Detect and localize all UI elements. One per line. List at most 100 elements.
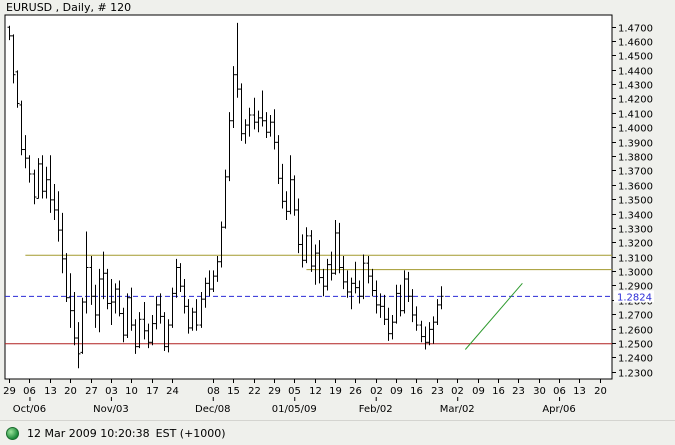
x-tick-label: 23 — [431, 386, 444, 397]
y-tick-label: 1.3000 — [618, 268, 653, 279]
ohlc-bar — [243, 119, 248, 144]
ohlc-bar — [353, 261, 358, 294]
x-tick-label: 13 — [573, 386, 586, 397]
ohlc-bar — [166, 319, 171, 353]
ohlc-bar — [252, 97, 257, 130]
ohlc-bar — [15, 70, 20, 108]
ohlc-bar — [19, 100, 24, 156]
ohlc-bar — [154, 296, 159, 330]
x-tick-label: 08 — [207, 386, 220, 397]
month-label: Feb/02 — [359, 404, 393, 415]
y-tick-label: 1.4100 — [618, 110, 653, 121]
month-label: Dec/08 — [195, 404, 230, 415]
ohlc-bar — [137, 312, 142, 349]
y-tick-label: 1.3700 — [618, 167, 653, 178]
ohlc-bar — [203, 277, 208, 308]
ohlc-bar — [325, 258, 330, 291]
x-axis-months: Oct/06 Nov/03 Dec/08 01/05/09 Feb/02 Mar/02 Ap… — [13, 397, 576, 415]
ohlc-bar — [300, 234, 305, 268]
ohlc-bar — [219, 221, 224, 268]
x-tick-label: 02 — [451, 386, 464, 397]
x-tick-label: 09 — [472, 386, 485, 397]
ohlc-bar — [44, 166, 49, 199]
ohlc-bar — [284, 191, 289, 221]
ohlc-bar — [370, 268, 375, 297]
y-tick-label: 1.3300 — [618, 225, 653, 236]
ohlc-bar — [439, 286, 444, 310]
ohlc-bar — [223, 169, 228, 229]
ohlc-bar — [56, 191, 61, 242]
ohlc-bar — [68, 273, 73, 328]
x-tick-label: 20 — [64, 386, 77, 397]
y-tick-label: 1.3900 — [618, 139, 653, 150]
ohlc-bar — [117, 280, 122, 317]
ohlc-bar — [113, 283, 118, 314]
y-tick-label: 1.2300 — [618, 369, 653, 380]
y-tick-label: 1.3100 — [618, 254, 653, 265]
x-tick-label: 29 — [268, 386, 281, 397]
x-tick-label: 13 — [44, 386, 57, 397]
status-timezone: EST (+1000) — [155, 426, 226, 440]
ohlc-bar — [276, 135, 281, 185]
ohlc-bar — [402, 270, 407, 314]
x-tick-label: 26 — [349, 386, 362, 397]
ohlc-bar — [7, 25, 12, 41]
ohlc-bar — [427, 322, 432, 346]
ohlc-bar — [150, 314, 155, 346]
ohlc-bar — [125, 293, 130, 338]
x-tick-label: 29 — [3, 386, 16, 397]
x-tick-label: 19 — [329, 386, 342, 397]
ohlc-bar — [345, 270, 350, 298]
ohlc-bar — [64, 253, 69, 303]
y-tick-label: 1.2500 — [618, 340, 653, 351]
ohlc-bar — [357, 280, 362, 304]
month-label: Oct/06 — [13, 404, 46, 415]
y-tick-label: 1.3400 — [618, 211, 653, 222]
ohlc-bar — [84, 231, 89, 314]
x-tick-label: 17 — [146, 386, 159, 397]
ohlc-bar — [186, 299, 191, 334]
ohlc-bar — [337, 222, 342, 274]
ohlc-bar — [435, 299, 440, 326]
connection-status-icon — [6, 426, 19, 440]
ohlc-bar — [101, 251, 106, 300]
x-tick-label: 06 — [553, 386, 566, 397]
ohlc-bar — [190, 307, 195, 331]
plot-area — [4, 14, 613, 380]
y-tick-label: 1.2600 — [618, 326, 653, 337]
ohlc-bar — [382, 294, 387, 326]
ohlc-bar — [264, 112, 269, 139]
ohlc-bar — [304, 227, 309, 264]
ohlc-bar — [207, 270, 212, 297]
ohlc-bar — [158, 293, 163, 324]
ohlc-bar — [93, 284, 98, 328]
ohlc-bar — [23, 135, 28, 169]
x-tick-label: 02 — [370, 386, 383, 397]
ohlc-bar — [268, 114, 273, 137]
y-tick-label: 1.4200 — [618, 95, 653, 106]
y-tick-label: 1.2900 — [618, 282, 653, 293]
month-label: Nov/03 — [93, 404, 129, 415]
ohlc-bar — [309, 230, 314, 272]
ohlc-bar — [40, 155, 45, 199]
ohlc-bar — [142, 302, 147, 340]
ohlc-bar — [146, 323, 151, 349]
ohlc-bar — [170, 287, 175, 328]
ohlc-bar — [366, 255, 371, 284]
y-tick-label: 1.4600 — [618, 38, 653, 49]
y-tick-label: 1.4700 — [618, 24, 653, 35]
ohlc-bar — [76, 322, 81, 369]
ohlc-bar — [52, 184, 57, 221]
ohlc-bar — [60, 212, 65, 274]
y-tick-label: 1.2400 — [618, 354, 653, 365]
x-tick-label: 05 — [288, 386, 301, 397]
price-chart: EURUSD , Daily, # 120 1.2300 1.2400 1.2500… — [3, 1, 654, 415]
y-tick-label: 1.3500 — [618, 196, 653, 207]
ohlc-bar — [211, 270, 216, 292]
ohlc-bar — [109, 279, 114, 326]
x-tick-label: 09 — [390, 386, 403, 397]
y-tick-label: 1.3200 — [618, 239, 653, 250]
ohlc-bar — [272, 109, 277, 150]
ohlc-bar — [431, 316, 436, 344]
ohlc-bar — [36, 158, 41, 199]
